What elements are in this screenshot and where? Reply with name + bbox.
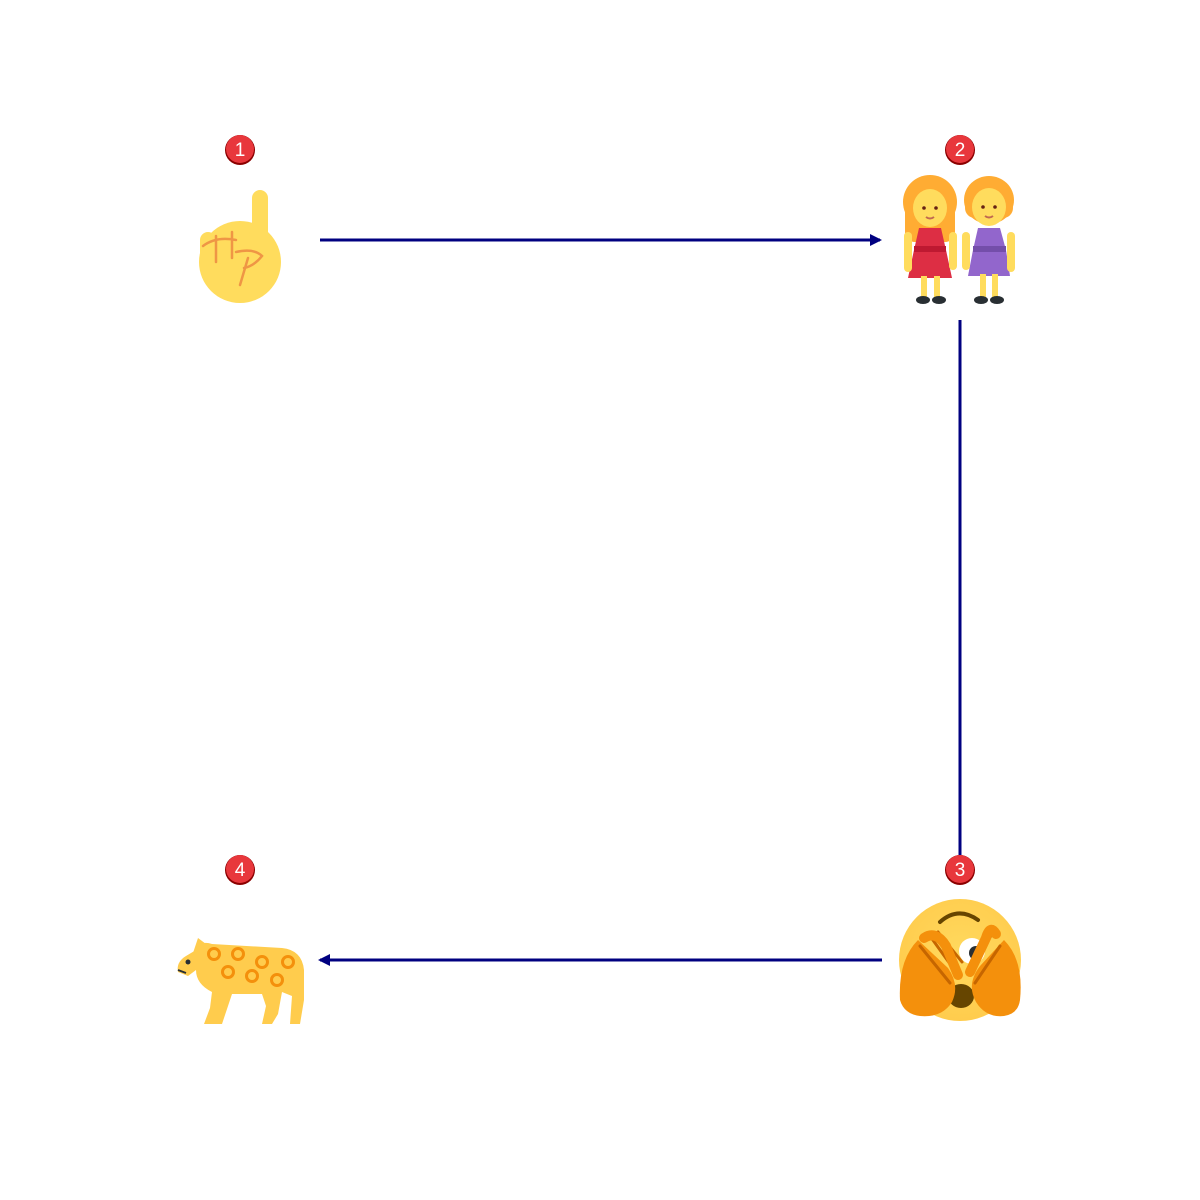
node-3-badge-label: 3 bbox=[955, 860, 966, 881]
node-4[interactable]: 4 bbox=[177, 855, 304, 1024]
node-3[interactable]: 3 bbox=[899, 855, 1021, 1021]
face-with-peeking-eye-icon bbox=[899, 899, 1021, 1021]
leopard-icon bbox=[177, 938, 304, 1024]
two-women-holding-hands-icon bbox=[903, 175, 1015, 304]
node-1[interactable]: 1 bbox=[199, 135, 281, 303]
node-3-badge: 3 bbox=[945, 855, 975, 885]
node-2[interactable]: 2 bbox=[903, 135, 1015, 304]
edges bbox=[318, 234, 962, 966]
node-4-badge: 4 bbox=[225, 855, 255, 885]
node-1-badge-label: 1 bbox=[235, 140, 246, 161]
node-2-badge-label: 2 bbox=[955, 140, 966, 161]
index-pointing-up-icon bbox=[199, 190, 281, 303]
node-4-badge-label: 4 bbox=[235, 860, 246, 881]
node-2-badge: 2 bbox=[945, 135, 975, 165]
node-1-badge: 1 bbox=[225, 135, 255, 165]
